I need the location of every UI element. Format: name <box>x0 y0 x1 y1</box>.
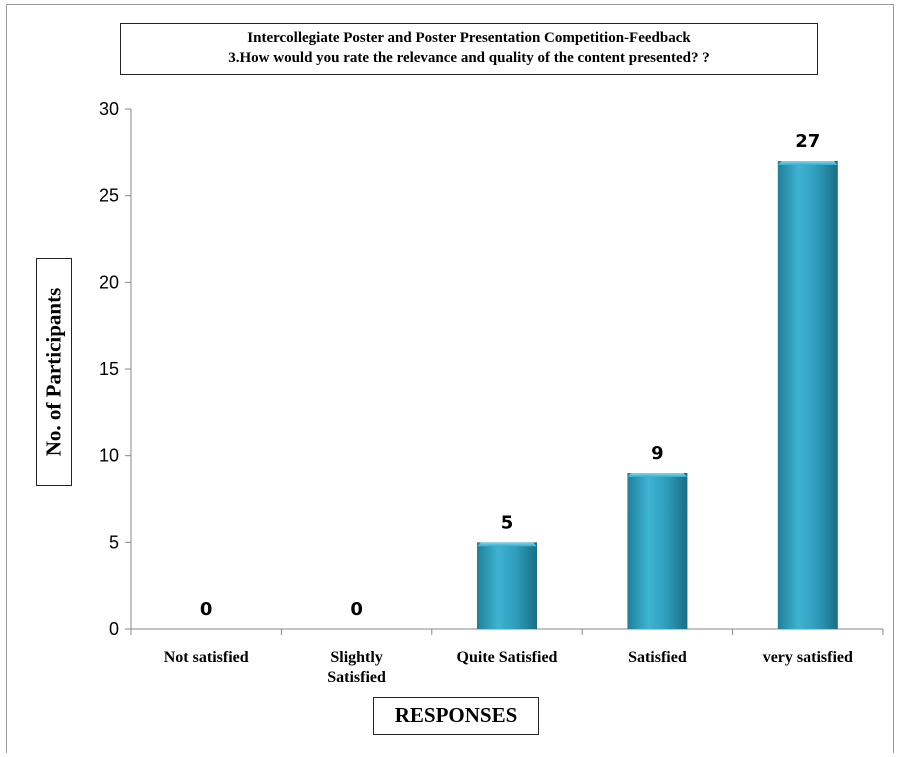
y-tick-label: 0 <box>109 619 119 639</box>
data-label: 5 <box>501 512 514 533</box>
bar-top <box>477 542 537 547</box>
y-tick-label: 15 <box>99 359 119 379</box>
data-label: 9 <box>651 443 664 464</box>
labels: 0 Not satisfied 0 Slightly Satisfied 5 Quite S… <box>164 131 853 686</box>
chart-title-line-2: 3.How would you rate the relevance and q… <box>228 50 710 66</box>
chart-frame <box>6 4 894 753</box>
bar-top <box>627 473 688 477</box>
y-tick-label: 5 <box>109 532 119 552</box>
bars <box>477 161 838 629</box>
data-label: 0 <box>200 599 213 620</box>
category-label: very satisfied <box>763 649 853 666</box>
data-label: 27 <box>795 131 820 152</box>
category-label: Quite Satisfied <box>457 649 558 666</box>
y-tick-label: 20 <box>99 272 119 292</box>
y-axis-title-box: No. of Participants <box>36 258 72 486</box>
bar <box>627 473 688 629</box>
chart-title: Intercollegiate Poster and Poster Presen… <box>120 23 818 75</box>
y-tick-label: 30 <box>99 99 119 119</box>
x-axis-title: RESPONSES <box>373 697 539 735</box>
bar <box>777 161 838 629</box>
category-label: Not satisfied <box>164 649 249 666</box>
bar-top <box>777 161 838 165</box>
category-label: Slightly <box>330 649 382 666</box>
data-label: 0 <box>350 599 363 620</box>
y-tick-label: 10 <box>99 446 119 466</box>
chart-title-line-1: Intercollegiate Poster and Poster Presen… <box>247 30 691 46</box>
bar <box>477 542 537 629</box>
y-tick-label: 25 <box>99 186 119 206</box>
category-label: Satisfied <box>628 649 687 666</box>
category-label: Satisfied <box>327 669 386 686</box>
